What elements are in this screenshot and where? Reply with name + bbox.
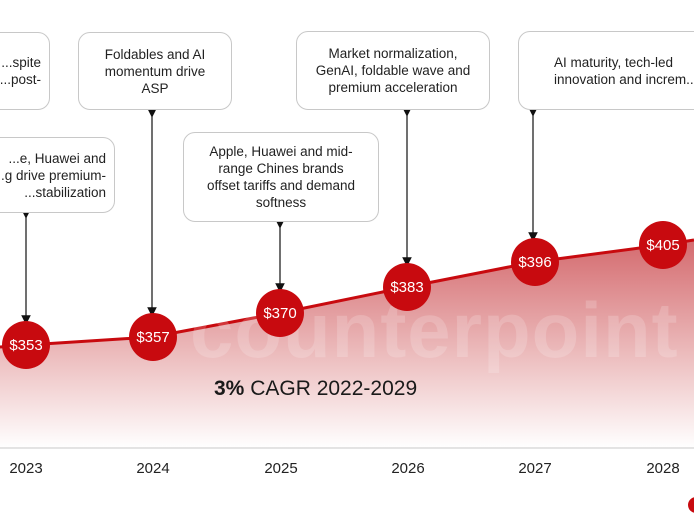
connector-arrows xyxy=(21,107,538,325)
callout-2022: ...spite ...post- xyxy=(0,32,50,110)
marker-2025: $370 xyxy=(256,289,304,337)
callout-2027: AI maturity, tech-led innovation and inc… xyxy=(518,31,694,110)
cagr-label: 3% CAGR 2022-2029 xyxy=(214,377,417,401)
marker-2023: $353 xyxy=(2,321,50,369)
callout-2025: Apple, Huawei and mid- range Chines bran… xyxy=(183,132,379,222)
callout-2024: Foldables and AI momentum drive ASP xyxy=(78,32,232,110)
x-tick-2024: 2024 xyxy=(136,460,170,477)
x-tick-2023: 2023 xyxy=(9,460,43,477)
area-fill xyxy=(0,240,694,448)
x-tick-2026: 2026 xyxy=(391,460,425,477)
cagr-value: 3% xyxy=(214,377,245,400)
marker-2027: $396 xyxy=(511,238,559,286)
x-tick-2027: 2027 xyxy=(518,460,552,477)
x-tick-2025: 2025 xyxy=(264,460,298,477)
marker-2028: $405 xyxy=(639,221,687,269)
x-tick-2028: 2028 xyxy=(646,460,680,477)
cagr-text: CAGR 2022-2029 xyxy=(244,377,418,400)
marker-2026: $383 xyxy=(383,263,431,311)
logo-fragment-icon xyxy=(688,497,694,513)
callout-2026: Market normalization, GenAI, foldable wa… xyxy=(296,31,490,110)
callout-2023: ...e, Huawei and ...g drive premium- ...… xyxy=(0,137,115,213)
marker-2024: $357 xyxy=(129,313,177,361)
